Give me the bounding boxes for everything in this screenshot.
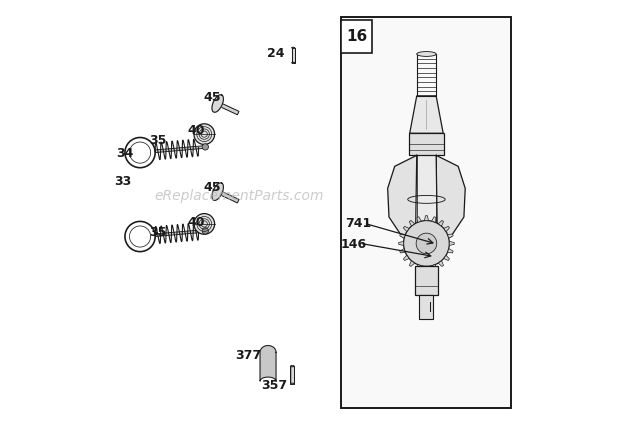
Polygon shape: [217, 190, 239, 203]
Circle shape: [202, 144, 208, 150]
Bar: [417, 54, 436, 96]
Bar: [419, 295, 433, 319]
Ellipse shape: [291, 47, 295, 48]
Bar: [342, 18, 511, 408]
Polygon shape: [155, 146, 205, 152]
Circle shape: [194, 124, 215, 144]
Polygon shape: [155, 229, 205, 237]
Polygon shape: [450, 242, 454, 245]
Polygon shape: [409, 261, 415, 266]
Polygon shape: [399, 242, 404, 245]
Polygon shape: [410, 96, 443, 133]
Text: 741: 741: [345, 216, 371, 229]
Bar: [291, 48, 295, 63]
Polygon shape: [444, 255, 449, 261]
Polygon shape: [404, 226, 409, 232]
Polygon shape: [438, 221, 443, 226]
Ellipse shape: [291, 365, 294, 367]
Polygon shape: [436, 155, 465, 243]
Bar: [409, 133, 444, 155]
Polygon shape: [212, 95, 223, 112]
Polygon shape: [432, 264, 436, 270]
Polygon shape: [444, 226, 449, 232]
Polygon shape: [217, 102, 239, 115]
Bar: [342, 20, 371, 53]
Polygon shape: [448, 234, 453, 238]
Polygon shape: [448, 249, 453, 253]
Text: 24: 24: [267, 47, 285, 60]
Circle shape: [202, 228, 208, 234]
Polygon shape: [425, 266, 428, 271]
Text: 35: 35: [149, 226, 167, 239]
Bar: [415, 266, 438, 295]
Polygon shape: [432, 217, 436, 222]
Polygon shape: [400, 234, 405, 238]
Ellipse shape: [417, 51, 436, 56]
Text: eReplacementParts.com: eReplacementParts.com: [154, 189, 324, 203]
Polygon shape: [417, 264, 421, 270]
Polygon shape: [425, 216, 428, 221]
Polygon shape: [388, 155, 417, 243]
Text: 357: 357: [261, 379, 288, 392]
Text: 45: 45: [204, 181, 221, 194]
Text: 35: 35: [149, 133, 167, 147]
Text: 45: 45: [204, 91, 221, 104]
Bar: [417, 155, 436, 243]
Text: 34: 34: [117, 147, 134, 160]
Circle shape: [194, 213, 215, 234]
Polygon shape: [212, 183, 223, 200]
Circle shape: [416, 233, 436, 254]
Ellipse shape: [291, 62, 295, 63]
Polygon shape: [438, 261, 443, 266]
Ellipse shape: [291, 383, 294, 384]
Text: 40: 40: [187, 124, 205, 137]
Bar: [291, 366, 294, 384]
Text: 33: 33: [115, 176, 132, 189]
Polygon shape: [409, 221, 415, 226]
Polygon shape: [400, 249, 405, 253]
Polygon shape: [404, 255, 409, 261]
Polygon shape: [417, 217, 421, 222]
Polygon shape: [260, 346, 276, 381]
Circle shape: [404, 221, 450, 266]
Text: 377: 377: [235, 349, 262, 362]
Text: 16: 16: [346, 29, 367, 44]
Text: 146: 146: [341, 237, 367, 250]
Text: 40: 40: [187, 216, 205, 229]
